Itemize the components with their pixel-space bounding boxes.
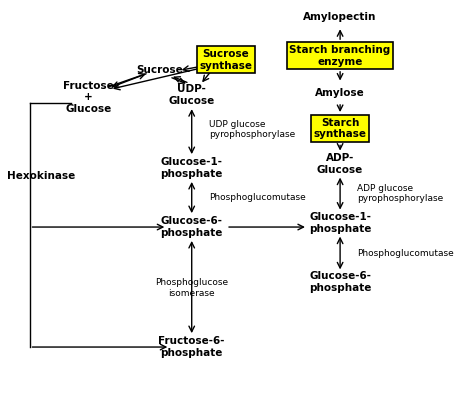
Text: Sucrose: Sucrose <box>136 65 183 75</box>
Text: Glucose-6-
phosphate: Glucose-6- phosphate <box>309 271 371 293</box>
Text: Phosphoglucomutase: Phosphoglucomutase <box>357 249 454 258</box>
Text: Amylose: Amylose <box>315 88 365 98</box>
Text: Starch
synthase: Starch synthase <box>313 118 367 140</box>
Text: Sucrose
synthase: Sucrose synthase <box>200 49 252 71</box>
Text: Glucose-6-
phosphate: Glucose-6- phosphate <box>161 216 223 238</box>
Text: Fructose
+
Glucose: Fructose + Glucose <box>63 81 114 114</box>
Text: Glucose-1-
phosphate: Glucose-1- phosphate <box>309 212 371 234</box>
Text: Hexokinase: Hexokinase <box>7 171 75 181</box>
Text: Fructose-6-
phosphate: Fructose-6- phosphate <box>158 336 225 358</box>
Text: Amylopectin: Amylopectin <box>304 12 377 22</box>
Text: ADP-
Glucose: ADP- Glucose <box>317 153 363 175</box>
Text: ADP glucose
pyrophosphorylase: ADP glucose pyrophosphorylase <box>357 184 444 203</box>
Text: Phosphoglucomutase: Phosphoglucomutase <box>209 193 306 201</box>
Text: Phosphoglucose
isomerase: Phosphoglucose isomerase <box>155 279 228 298</box>
Text: UDP glucose
pyrophosphorylase: UDP glucose pyrophosphorylase <box>209 120 295 139</box>
Text: Starch branching
enzyme: Starch branching enzyme <box>290 45 391 67</box>
Text: Glucose-1-
phosphate: Glucose-1- phosphate <box>161 157 223 179</box>
Text: UDP-
Glucose: UDP- Glucose <box>169 85 215 106</box>
